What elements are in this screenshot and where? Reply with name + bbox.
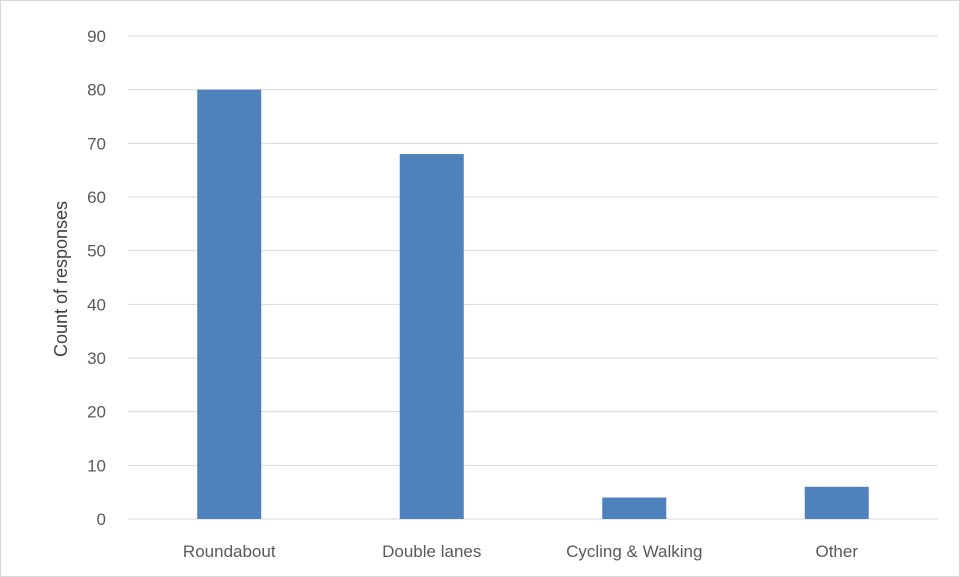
- y-tick-labels: 0 10 20 30 40 50 60 70 80 90: [87, 27, 106, 529]
- y-tick-label: 80: [87, 81, 106, 100]
- y-tick-label: 70: [87, 134, 106, 153]
- gridlines: [128, 35, 938, 520]
- y-tick-label: 20: [87, 403, 106, 422]
- x-tick-label: Double lanes: [382, 542, 481, 561]
- y-tick-label: 60: [87, 188, 106, 207]
- y-tick-label: 0: [97, 510, 106, 529]
- x-tick-labels: Roundabout Double lanes Cycling & Walking O…: [183, 542, 858, 561]
- bar: [602, 497, 667, 519]
- y-tick-label: 90: [87, 27, 106, 46]
- y-tick-label: 30: [87, 349, 106, 368]
- bar: [399, 154, 464, 520]
- y-tick-label: 50: [87, 242, 106, 261]
- x-tick-label: Cycling & Walking: [566, 542, 702, 561]
- y-tick-label: 40: [87, 295, 106, 314]
- bar: [197, 89, 262, 520]
- x-tick-label: Roundabout: [183, 542, 276, 561]
- bar: [804, 486, 869, 519]
- bars: [197, 89, 869, 520]
- y-tick-label: 10: [87, 456, 106, 475]
- x-tick-label: Other: [815, 542, 858, 561]
- y-axis-title: Count of responses: [51, 201, 71, 357]
